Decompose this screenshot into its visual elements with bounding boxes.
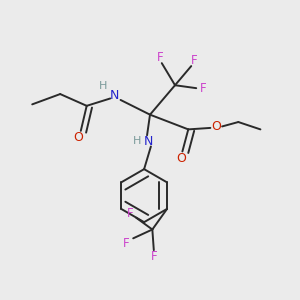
Text: F: F [127,207,134,220]
Text: N: N [144,135,153,148]
Text: H: H [133,136,141,146]
Text: F: F [151,250,157,263]
Text: O: O [211,120,221,133]
Text: H: H [99,81,108,91]
Text: F: F [123,237,130,250]
Text: F: F [191,54,197,67]
Text: N: N [110,89,119,102]
Text: O: O [176,152,186,165]
Text: F: F [200,82,206,95]
Text: O: O [73,131,83,144]
Text: F: F [157,51,164,64]
